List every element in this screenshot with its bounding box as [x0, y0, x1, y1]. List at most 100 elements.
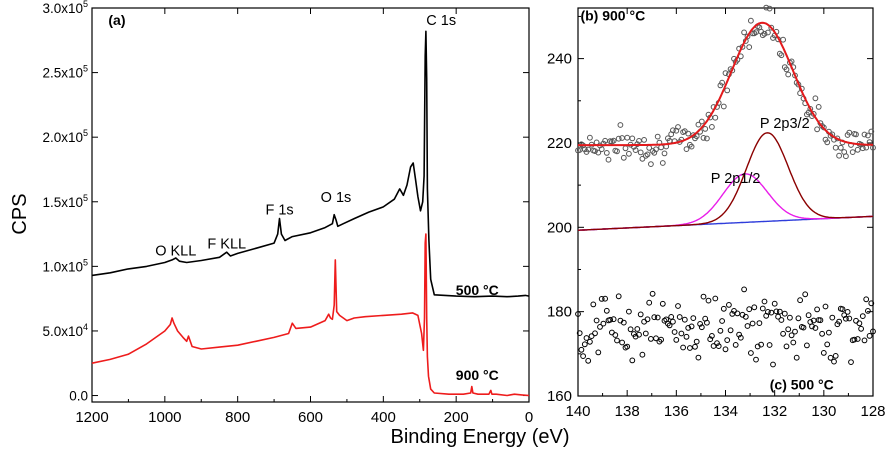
data-point-500c	[848, 359, 854, 366]
x-tick-label: 136	[664, 403, 689, 420]
data-point-500c	[734, 310, 741, 317]
data-point-900c	[846, 129, 853, 136]
data-point-500c	[859, 313, 866, 320]
data-point-500c	[720, 305, 727, 312]
data-point-900c	[720, 103, 727, 110]
data-point-500c	[865, 308, 871, 314]
data-point-500c	[612, 332, 619, 338]
data-point-500c	[634, 326, 641, 332]
data-point-500c	[726, 302, 732, 308]
data-point-900c	[812, 95, 819, 102]
y-tick-exponent: 5	[83, 64, 88, 74]
x-tick-label: 134	[713, 403, 738, 420]
data-point-500c	[768, 309, 775, 316]
data-point-900c	[766, 5, 773, 12]
data-point-500c	[832, 353, 839, 359]
data-point-500c	[778, 317, 785, 323]
panel-a-annotation: 900 °C	[456, 367, 499, 383]
data-point-500c	[620, 319, 627, 326]
data-point-900c	[763, 4, 770, 11]
data-point-500c	[797, 297, 803, 304]
data-point-900c	[626, 150, 632, 157]
data-point-900c	[619, 135, 625, 141]
y-tick-label: 3.0x105	[42, 0, 88, 16]
data-point-900c	[861, 131, 868, 138]
data-point-500c	[600, 320, 607, 327]
data-point-500c	[675, 303, 681, 309]
data-point-900c	[849, 149, 856, 156]
data-point-900c	[778, 52, 785, 59]
data-point-900c	[859, 145, 866, 152]
data-point-500c	[785, 326, 792, 333]
data-point-900c	[690, 132, 697, 139]
data-point-500c	[576, 330, 583, 337]
data-point-500c	[695, 354, 702, 361]
data-point-500c	[773, 308, 780, 315]
panel-a-annotation: 500 °C	[456, 282, 499, 298]
data-point-900c	[837, 144, 844, 151]
data-point-500c	[727, 327, 734, 334]
data-point-500c	[580, 353, 586, 360]
data-point-500c	[804, 342, 810, 349]
data-point-500c	[827, 354, 834, 361]
data-point-500c	[590, 301, 597, 308]
data-point-500c	[637, 311, 644, 318]
data-point-500c	[820, 350, 827, 356]
data-point-500c	[749, 320, 756, 327]
y-tick-label: 200	[547, 219, 572, 236]
y-tick-label: 0.0	[69, 389, 88, 404]
x-tick-label: 600	[298, 409, 323, 426]
data-point-900c	[785, 71, 792, 78]
data-point-500c	[593, 317, 600, 324]
data-point-500c	[585, 357, 592, 364]
data-point-500c	[761, 298, 768, 305]
data-point-900c	[780, 36, 786, 43]
data-point-500c	[614, 337, 620, 344]
data-point-500c	[792, 328, 798, 335]
panel-a-annotation: O KLL	[155, 243, 196, 259]
data-point-900c	[761, 30, 768, 37]
panel-a-survey-spectrum: 1200 1000 800 600 400 200 00.05.0x1041.0x1051.…	[42, 0, 533, 426]
data-point-500c	[719, 318, 725, 324]
data-point-500c	[854, 336, 861, 342]
panel-a-annotation: F 1s	[265, 203, 293, 219]
data-point-500c	[629, 357, 636, 364]
data-point-500c	[843, 315, 849, 322]
data-point-500c	[817, 317, 824, 324]
data-point-500c	[802, 291, 809, 298]
data-point-500c	[809, 323, 815, 330]
data-point-500c	[588, 333, 595, 340]
y-tick-exponent: 5	[83, 0, 88, 9]
data-point-900c	[685, 130, 692, 137]
panel-a-frame	[91, 7, 530, 403]
data-point-500c	[704, 319, 710, 326]
data-point-500c	[870, 328, 876, 335]
data-point-500c	[788, 332, 795, 339]
data-point-500c	[783, 343, 790, 350]
data-point-500c	[666, 322, 673, 329]
data-point-900c	[724, 87, 731, 94]
x-tick-label: 1200	[75, 409, 108, 426]
data-point-900c	[863, 144, 870, 151]
y-tick-label: 180	[547, 304, 572, 321]
data-point-900c	[595, 149, 602, 156]
data-point-500c	[607, 316, 614, 323]
data-point-500c	[595, 349, 602, 356]
data-point-900c	[815, 104, 822, 110]
data-point-900c	[632, 147, 639, 154]
y-tick-exponent: 5	[83, 257, 88, 267]
data-point-500c	[814, 306, 820, 313]
data-point-900c	[741, 29, 747, 36]
y-tick-label: 160	[547, 388, 572, 405]
data-point-500c	[683, 333, 690, 340]
data-point-500c	[641, 318, 647, 325]
data-point-500c	[742, 313, 749, 320]
data-point-900c	[765, 29, 771, 36]
data-point-500c	[603, 307, 610, 314]
x-tick-label: 132	[762, 403, 787, 420]
data-point-500c	[758, 341, 764, 348]
data-point-500c	[714, 340, 720, 347]
data-point-500c	[812, 325, 819, 331]
data-point-900c	[653, 146, 659, 153]
data-point-500c	[775, 313, 781, 320]
